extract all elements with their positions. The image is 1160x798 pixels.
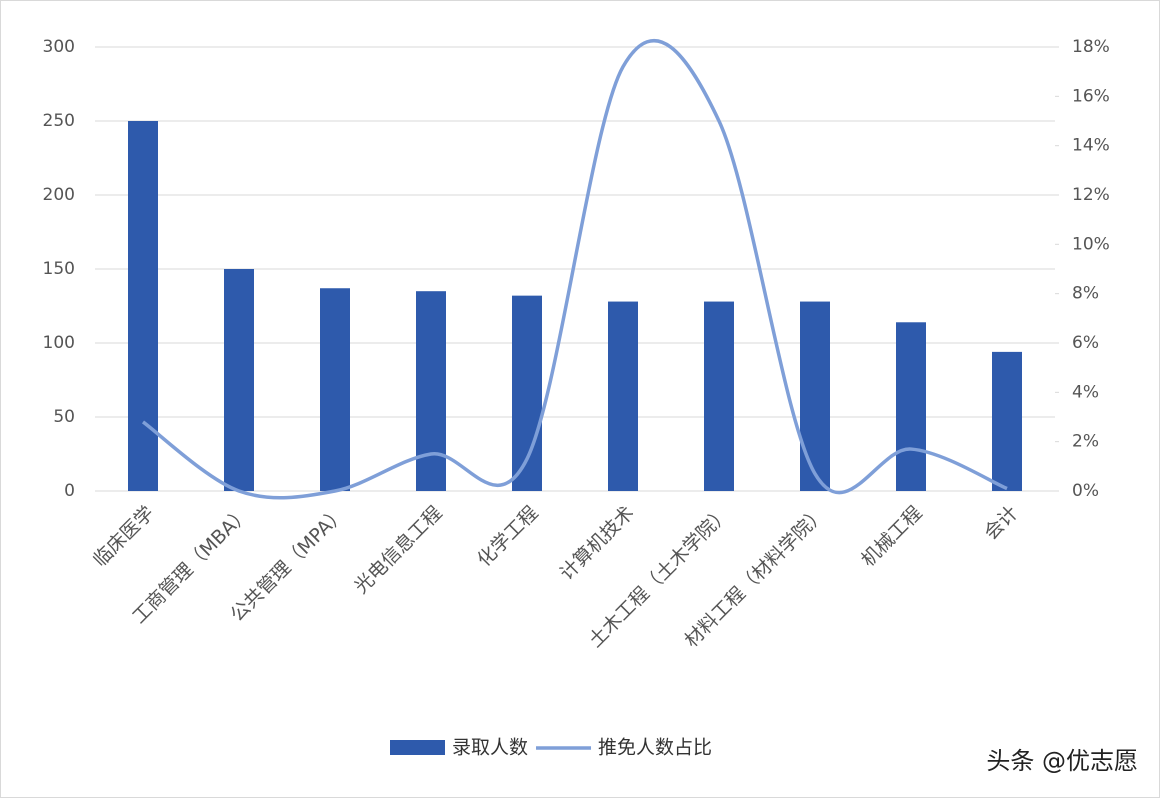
bar xyxy=(416,291,446,491)
y-tick-label: 300 xyxy=(43,37,75,57)
bar xyxy=(128,121,158,491)
bar xyxy=(800,301,830,491)
y-tick-label: 50 xyxy=(53,407,75,427)
y2-tick-label: 16% xyxy=(1072,86,1110,106)
bar xyxy=(704,301,734,491)
y2-tick-label: 12% xyxy=(1072,185,1110,205)
y2-tick-label: 10% xyxy=(1072,234,1110,254)
y2-tick-label: 0% xyxy=(1072,481,1099,501)
line xyxy=(141,39,1008,500)
legend-label: 录取人数 xyxy=(452,737,528,759)
bar xyxy=(608,301,638,491)
y2-tick-label: 8% xyxy=(1072,284,1099,304)
bar xyxy=(320,288,350,491)
y-tick-label: 250 xyxy=(43,111,75,131)
footer: 头条 @优志愿 xyxy=(986,747,1138,775)
y2-tick-label: 14% xyxy=(1072,136,1110,156)
legend-label: 推免人数占比 xyxy=(598,737,712,759)
bar xyxy=(992,351,1022,491)
y-tick-label: 0 xyxy=(64,481,75,501)
bar xyxy=(224,269,254,491)
y2-tick-label: 4% xyxy=(1072,382,1099,402)
y-tick-label: 150 xyxy=(43,259,75,279)
y2-tick-label: 18% xyxy=(1072,37,1110,57)
y2-tick-label: 6% xyxy=(1072,333,1099,353)
y-tick-label: 200 xyxy=(43,185,75,205)
y-tick-label: 100 xyxy=(43,333,75,353)
bar xyxy=(896,322,926,491)
y2-tick-label: 2% xyxy=(1072,432,1099,452)
legend-swatch xyxy=(390,740,445,755)
